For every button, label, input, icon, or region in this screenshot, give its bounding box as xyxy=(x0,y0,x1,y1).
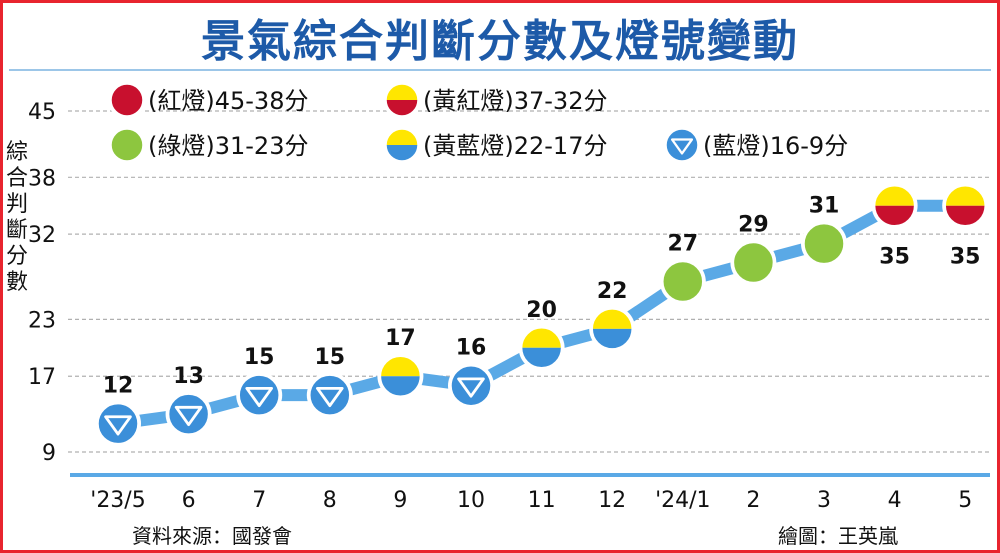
data-point xyxy=(871,182,918,229)
source-note: 資料來源：國發會 xyxy=(132,524,292,548)
legend-marker-red xyxy=(108,81,146,119)
legend-label: (藍燈)16-9分 xyxy=(703,132,848,160)
legend-marker-green xyxy=(108,126,146,164)
y-axis-label-char: 綜 xyxy=(5,140,28,165)
data-label: 15 xyxy=(314,345,345,370)
data-point xyxy=(942,182,989,229)
x-tick-label: '24/1 xyxy=(655,488,710,513)
data-point xyxy=(95,400,141,447)
data-point xyxy=(801,220,847,267)
y-axis-label-char: 斷 xyxy=(5,218,28,243)
x-tick-label: 5 xyxy=(958,488,972,513)
data-point xyxy=(730,239,777,286)
y-tick-label: 45 xyxy=(28,100,56,125)
x-tick-label: 7 xyxy=(252,488,266,513)
y-tick-label: 9 xyxy=(42,441,56,466)
x-tick-label: 8 xyxy=(323,488,337,513)
y-axis-label-char: 判 xyxy=(5,192,28,217)
x-tick-label: 11 xyxy=(528,488,556,513)
data-label: 12 xyxy=(103,374,134,399)
legend-marker-yellow-blue xyxy=(383,126,421,164)
data-point xyxy=(165,391,212,438)
x-tick-label: 9 xyxy=(393,488,407,513)
legend-label: (黃紅燈)37-32分 xyxy=(423,87,607,115)
data-label: 31 xyxy=(809,194,840,219)
y-axis-label-char: 數 xyxy=(5,270,28,295)
legend-label: (紅燈)45-38分 xyxy=(148,87,308,115)
y-axis-label-char: 合 xyxy=(5,166,28,191)
credit-note: 繪圖：王英嵐 xyxy=(778,524,898,548)
data-label: 16 xyxy=(456,336,487,361)
data-label: 22 xyxy=(597,279,628,304)
legend-marker-yellow-red xyxy=(383,81,421,119)
legend-label: (綠燈)31-23分 xyxy=(148,132,308,160)
y-tick-label: 32 xyxy=(28,223,56,248)
x-tick-label: 12 xyxy=(598,488,626,513)
y-tick-label: 38 xyxy=(28,166,56,191)
data-point xyxy=(377,353,424,400)
data-label: 20 xyxy=(526,298,557,323)
x-tick-label: 2 xyxy=(746,488,760,513)
y-axis-label: 綜 合 判 斷 分 數 xyxy=(4,140,30,296)
title-divider xyxy=(9,69,991,71)
x-axis-line xyxy=(70,473,990,477)
y-axis-label-char: 分 xyxy=(5,244,28,269)
data-point xyxy=(518,324,565,371)
data-label: 35 xyxy=(950,245,981,270)
data-point xyxy=(659,258,706,305)
legend-label: (黃藍燈)22-17分 xyxy=(423,132,607,160)
legend-marker-blue xyxy=(663,126,701,164)
data-label: 13 xyxy=(173,364,204,389)
data-point xyxy=(448,362,494,409)
data-label: 35 xyxy=(879,245,910,270)
x-tick-label: 6 xyxy=(182,488,196,513)
data-label: 17 xyxy=(385,326,416,351)
data-point xyxy=(236,372,283,419)
x-tick-label: '23/5 xyxy=(90,488,145,513)
x-tick-label: 4 xyxy=(888,488,902,513)
data-label: 15 xyxy=(244,345,275,370)
y-tick-label: 17 xyxy=(28,365,56,390)
x-tick-label: 3 xyxy=(817,488,831,513)
data-label: 27 xyxy=(667,232,698,257)
chart-title: 景氣綜合判斷分數及燈號變動 xyxy=(201,16,799,67)
data-point xyxy=(589,305,636,352)
x-tick-label: 10 xyxy=(457,488,485,513)
data-label: 29 xyxy=(738,213,769,238)
data-point xyxy=(306,372,353,419)
y-tick-label: 23 xyxy=(28,308,56,333)
